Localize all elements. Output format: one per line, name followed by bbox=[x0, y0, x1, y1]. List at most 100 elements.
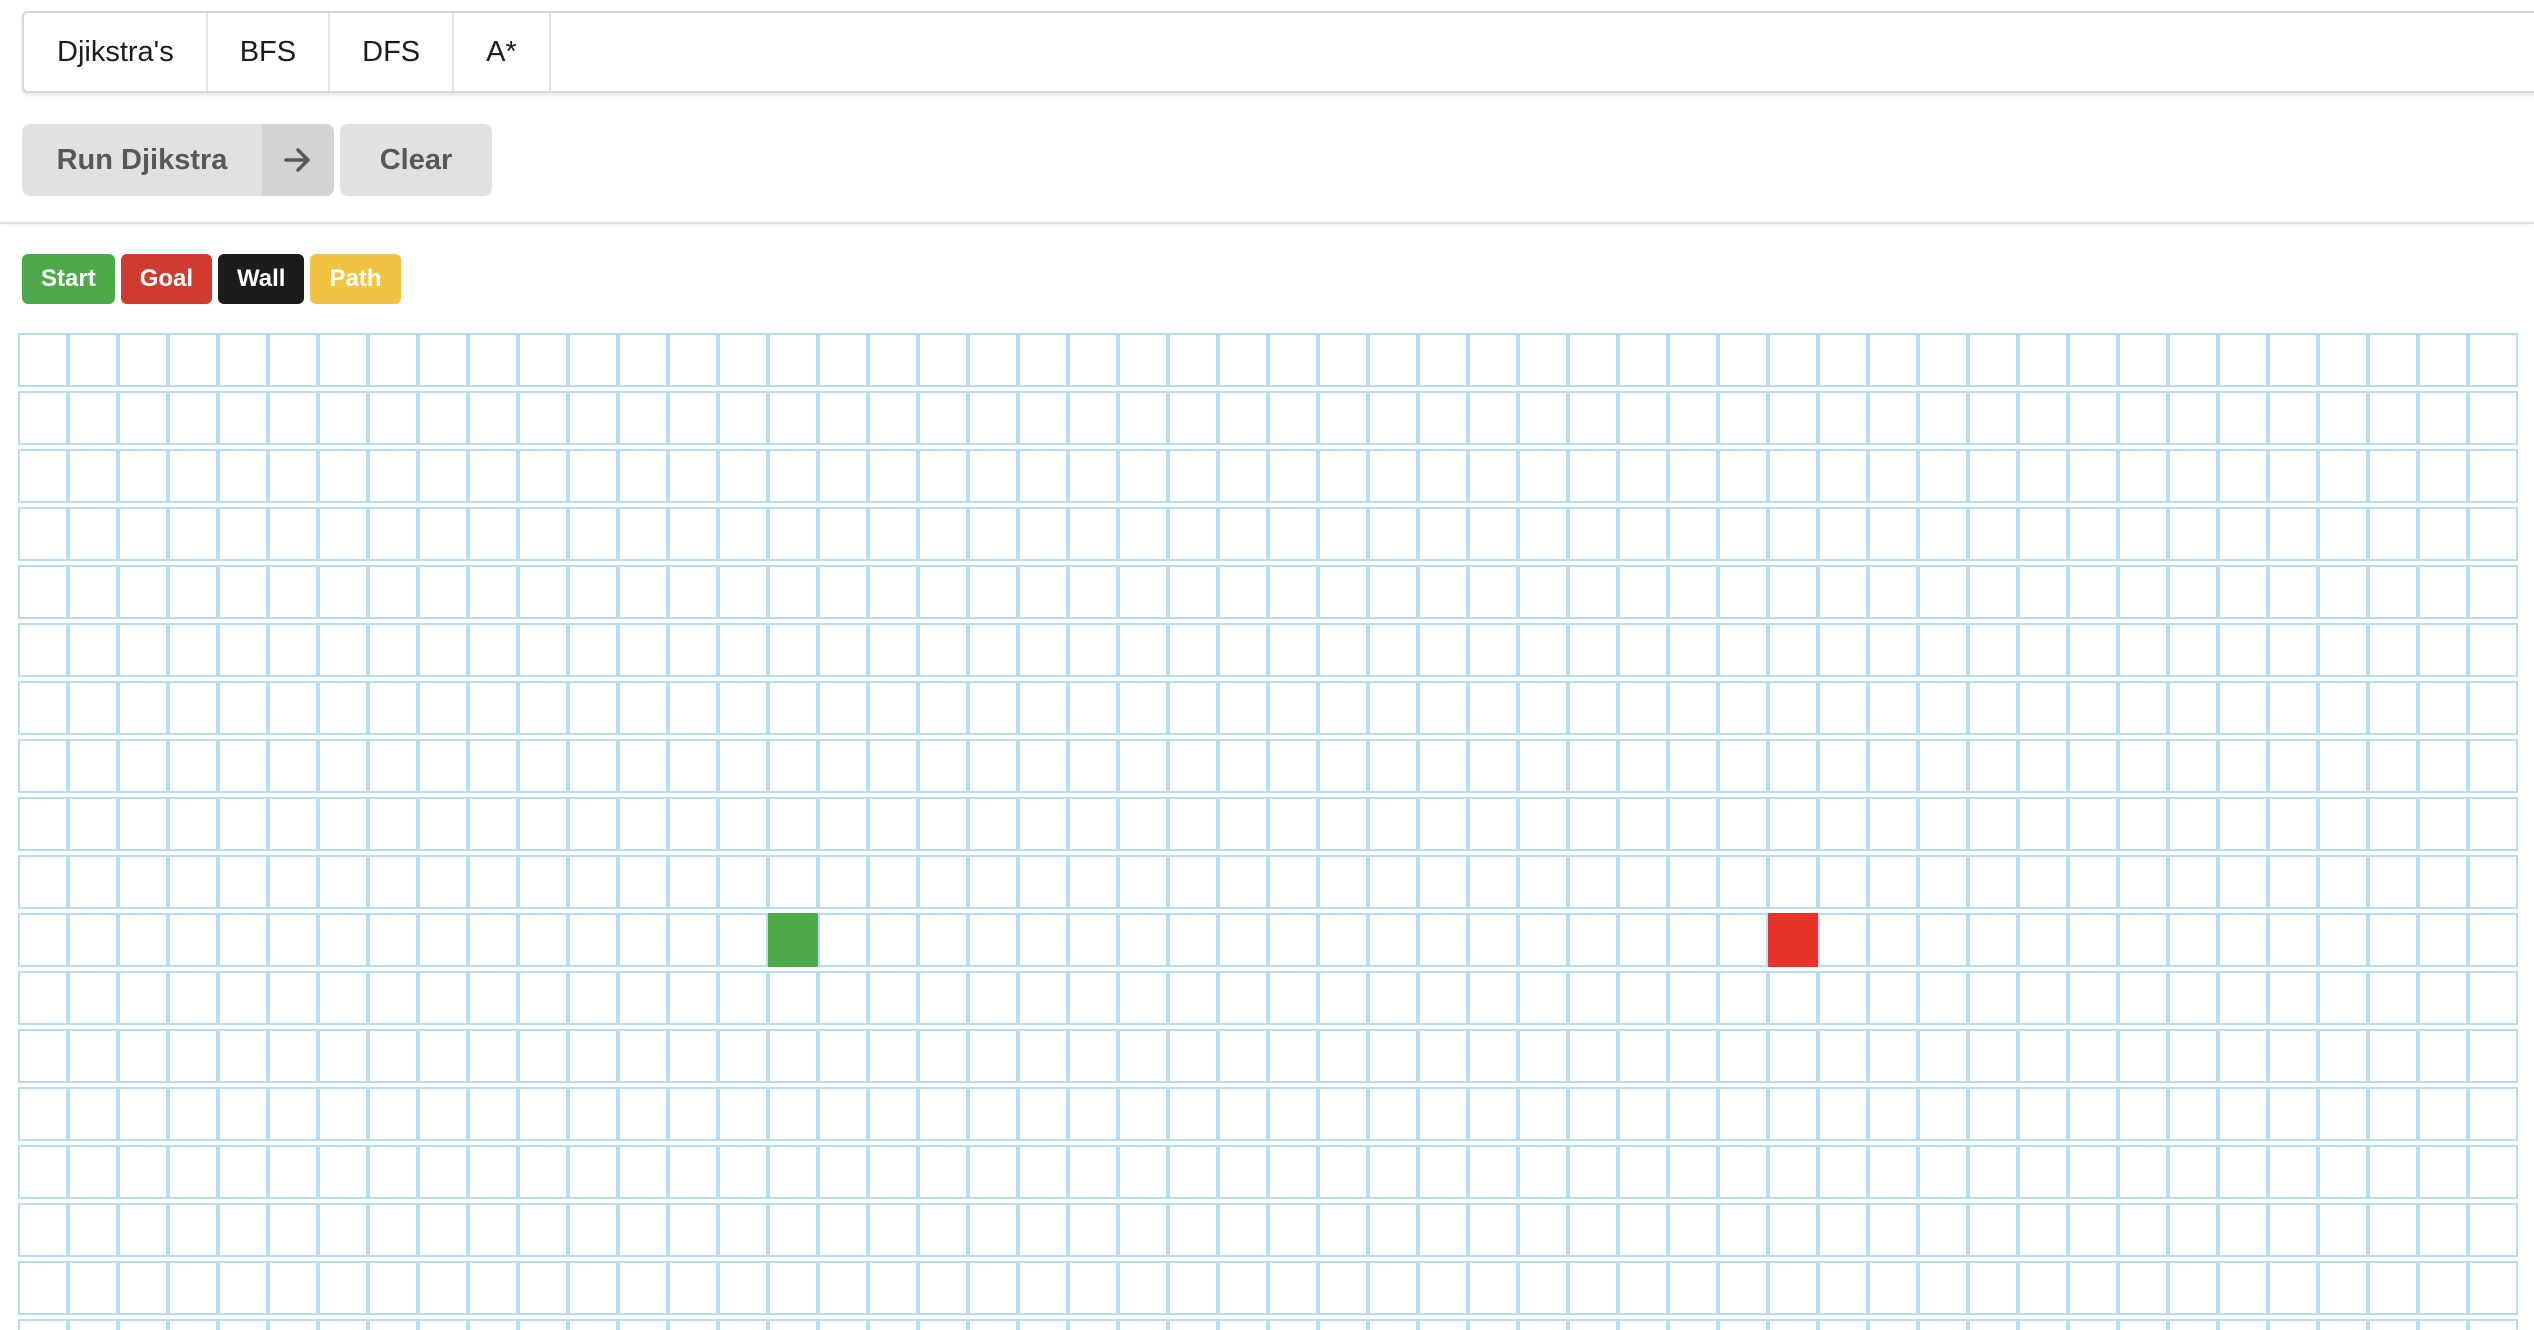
grid-cell[interactable] bbox=[818, 449, 868, 503]
grid-cell[interactable] bbox=[518, 681, 568, 735]
grid-cell[interactable] bbox=[968, 1087, 1018, 1141]
grid-cell[interactable] bbox=[2418, 1145, 2468, 1199]
grid-cell[interactable] bbox=[1468, 1319, 1518, 1330]
grid-cell[interactable] bbox=[468, 565, 518, 619]
grid-cell[interactable] bbox=[768, 797, 818, 851]
grid-cell[interactable] bbox=[1618, 1203, 1668, 1257]
grid-cell[interactable] bbox=[1518, 855, 1568, 909]
grid-cell[interactable] bbox=[1618, 913, 1668, 967]
grid-cell[interactable] bbox=[68, 1145, 118, 1199]
grid-cell[interactable] bbox=[1118, 1145, 1168, 1199]
grid-cell[interactable] bbox=[318, 913, 368, 967]
grid-cell[interactable] bbox=[1618, 507, 1668, 561]
grid-cell[interactable] bbox=[818, 971, 868, 1025]
grid-cell[interactable] bbox=[1768, 565, 1818, 619]
grid-cell[interactable] bbox=[118, 1203, 168, 1257]
grid-cell[interactable] bbox=[1518, 449, 1568, 503]
grid-cell[interactable] bbox=[1368, 971, 1418, 1025]
grid-cell[interactable] bbox=[68, 507, 118, 561]
grid-cell[interactable] bbox=[1168, 623, 1218, 677]
grid-cell[interactable] bbox=[868, 739, 918, 793]
grid-cell[interactable] bbox=[2168, 391, 2218, 445]
grid-cell[interactable] bbox=[2468, 739, 2518, 793]
grid-cell[interactable] bbox=[668, 391, 718, 445]
grid-cell[interactable] bbox=[918, 1029, 968, 1083]
grid-cell[interactable] bbox=[1168, 1145, 1218, 1199]
grid-cell[interactable] bbox=[2018, 1203, 2068, 1257]
grid-cell[interactable] bbox=[2068, 855, 2118, 909]
grid-cell[interactable] bbox=[368, 739, 418, 793]
grid-cell[interactable] bbox=[118, 565, 168, 619]
grid-cell[interactable] bbox=[1118, 1319, 1168, 1330]
grid-cell[interactable] bbox=[668, 1319, 718, 1330]
grid-cell[interactable] bbox=[468, 797, 518, 851]
grid-cell[interactable] bbox=[2268, 1261, 2318, 1315]
grid-cell[interactable] bbox=[1668, 1145, 1718, 1199]
grid-cell[interactable] bbox=[668, 1261, 718, 1315]
grid-cell[interactable] bbox=[368, 1145, 418, 1199]
grid-cell[interactable] bbox=[1918, 797, 1968, 851]
grid-cell[interactable] bbox=[1118, 507, 1168, 561]
grid-cell[interactable] bbox=[718, 1087, 768, 1141]
grid-cell[interactable] bbox=[1468, 623, 1518, 677]
grid-cell[interactable] bbox=[268, 739, 318, 793]
grid-cell[interactable] bbox=[2068, 739, 2118, 793]
grid-cell[interactable] bbox=[1218, 1029, 1268, 1083]
grid-cell[interactable] bbox=[318, 739, 368, 793]
grid-cell[interactable] bbox=[1768, 623, 1818, 677]
grid-cell[interactable] bbox=[1418, 1319, 1468, 1330]
grid-cell[interactable] bbox=[418, 913, 468, 967]
grid-cell[interactable] bbox=[1068, 797, 1118, 851]
grid-cell[interactable] bbox=[268, 507, 318, 561]
grid-cell[interactable] bbox=[1718, 1087, 1768, 1141]
grid-cell[interactable] bbox=[918, 855, 968, 909]
grid-cell[interactable] bbox=[2018, 971, 2068, 1025]
grid-cell[interactable] bbox=[118, 1261, 168, 1315]
grid-cell[interactable] bbox=[568, 449, 618, 503]
grid-cell[interactable] bbox=[718, 391, 768, 445]
grid-cell[interactable] bbox=[318, 797, 368, 851]
grid-cell[interactable] bbox=[2368, 1087, 2418, 1141]
grid-cell[interactable] bbox=[1218, 449, 1268, 503]
grid-cell[interactable] bbox=[1768, 1145, 1818, 1199]
grid-cell[interactable] bbox=[1218, 797, 1268, 851]
grid-cell[interactable] bbox=[2318, 1203, 2368, 1257]
grid-cell[interactable] bbox=[568, 1029, 618, 1083]
grid-cell[interactable] bbox=[1268, 565, 1318, 619]
grid-cell[interactable] bbox=[1068, 623, 1118, 677]
grid-cell[interactable] bbox=[1418, 333, 1468, 387]
grid-cell[interactable] bbox=[1118, 391, 1168, 445]
grid-cell[interactable] bbox=[1218, 1145, 1268, 1199]
grid-cell[interactable] bbox=[768, 333, 818, 387]
grid-cell[interactable] bbox=[968, 739, 1018, 793]
grid-cell[interactable] bbox=[2268, 1087, 2318, 1141]
grid-cell[interactable] bbox=[268, 449, 318, 503]
grid-cell[interactable] bbox=[268, 333, 318, 387]
grid-cell[interactable] bbox=[1668, 565, 1718, 619]
grid-cell[interactable] bbox=[1018, 797, 1068, 851]
grid-cell[interactable] bbox=[18, 1319, 68, 1330]
grid-cell[interactable] bbox=[1968, 391, 2018, 445]
grid-cell[interactable] bbox=[2168, 1145, 2218, 1199]
grid-cell[interactable] bbox=[1918, 971, 1968, 1025]
grid-cell[interactable] bbox=[168, 1029, 218, 1083]
grid-cell[interactable] bbox=[318, 1145, 368, 1199]
grid-cell[interactable] bbox=[318, 449, 368, 503]
grid-cell[interactable] bbox=[1218, 1203, 1268, 1257]
grid-cell[interactable] bbox=[118, 739, 168, 793]
grid-cell[interactable] bbox=[1618, 1087, 1668, 1141]
grid-cell[interactable] bbox=[1418, 507, 1468, 561]
grid-cell[interactable] bbox=[2268, 1319, 2318, 1330]
grid-cell[interactable] bbox=[318, 623, 368, 677]
grid-cell[interactable] bbox=[668, 681, 718, 735]
grid-cell[interactable] bbox=[718, 1029, 768, 1083]
grid-cell[interactable] bbox=[168, 1087, 218, 1141]
grid-cell[interactable] bbox=[868, 507, 918, 561]
grid-cell[interactable] bbox=[318, 1261, 368, 1315]
grid-cell[interactable] bbox=[1168, 449, 1218, 503]
grid-cell[interactable] bbox=[268, 623, 318, 677]
grid-cell[interactable] bbox=[468, 1319, 518, 1330]
grid-cell[interactable] bbox=[568, 681, 618, 735]
grid-cell[interactable] bbox=[318, 333, 368, 387]
grid-cell[interactable] bbox=[1318, 797, 1368, 851]
